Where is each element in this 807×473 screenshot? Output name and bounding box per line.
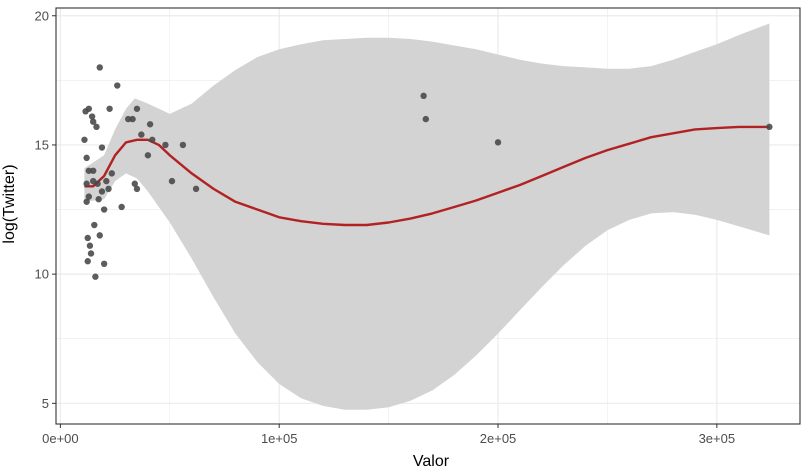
data-point [100,206,108,213]
data-point [91,221,98,229]
x-axis-title: Valor [413,453,450,470]
data-point [93,123,100,131]
y-axis-title: log(Twitter) [1,164,18,243]
confidence-band [84,23,770,410]
data-point [114,82,121,89]
data-point [94,180,101,187]
data-point [87,250,95,257]
smooth-line [84,125,770,227]
data-point [90,118,97,125]
data-point [83,198,90,205]
data-point [84,258,91,265]
data-point [105,185,112,193]
y-tick-label: 5 [42,396,49,411]
data-point [179,141,187,149]
data-point [129,115,136,123]
data-point [103,177,110,185]
data-point [192,185,200,193]
panel-border [55,7,801,425]
data-point [422,115,430,123]
data-point [149,136,156,143]
data-point [90,167,97,174]
x-tick-label: 0e+00 [42,431,79,446]
data-point [81,136,88,143]
data-point [83,154,90,162]
data-point [106,105,113,112]
data-point [766,123,773,131]
data-point [168,177,176,185]
y-tick-label: 20 [35,8,49,23]
data-point [88,113,96,120]
data-point [86,242,94,249]
data-point [162,141,169,149]
data-point [133,105,141,112]
data-point [84,234,91,242]
data-point [83,180,90,187]
data-point [138,131,145,138]
data-point [118,203,125,211]
data-point [420,92,427,100]
y-tick-label: 10 [35,267,49,282]
y-axis: 5 10 15 20 [35,8,56,411]
data-points [81,64,773,280]
data-point [125,115,132,123]
data-point [131,180,138,187]
data-point [100,260,108,268]
data-point [85,193,93,200]
data-point [96,64,103,71]
data-point [144,152,152,159]
data-point [85,167,93,174]
x-tick-label: 2e+05 [480,431,517,446]
data-point [85,105,93,112]
y-tick-label: 15 [35,137,49,152]
data-point [146,121,154,128]
x-tick-label: 1e+05 [261,431,298,446]
data-point [108,170,116,177]
data-point [95,196,102,203]
data-point [96,232,103,239]
x-tick-label: 3e+05 [699,431,736,446]
x-axis: 0e+00 1e+05 2e+05 3e+05 [42,424,735,446]
data-point [133,185,141,193]
data-point [92,273,99,280]
data-point [98,144,106,151]
data-point [98,188,106,195]
data-point [494,139,502,146]
